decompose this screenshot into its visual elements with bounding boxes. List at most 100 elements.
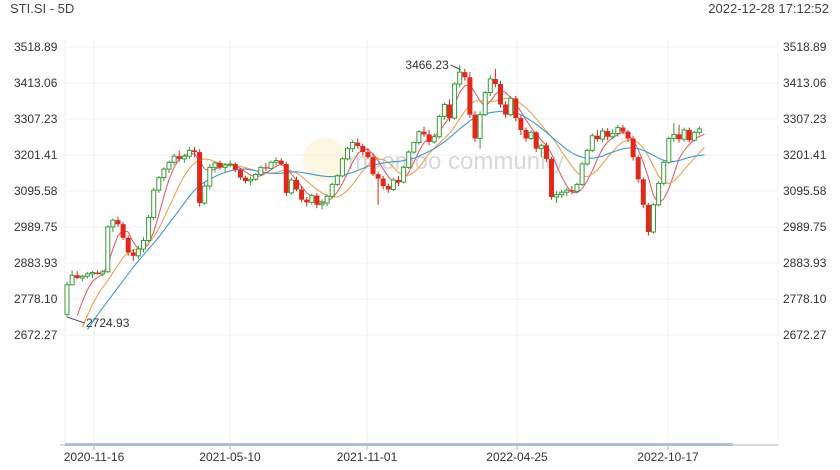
candle bbox=[671, 123, 677, 142]
candle-body bbox=[380, 178, 386, 187]
candle bbox=[339, 157, 345, 178]
candle-body bbox=[161, 168, 167, 179]
candle bbox=[125, 235, 131, 256]
candle bbox=[166, 160, 172, 174]
candle-body bbox=[421, 131, 427, 135]
candle-body bbox=[283, 163, 289, 193]
candle bbox=[95, 270, 101, 275]
candle bbox=[518, 115, 524, 136]
candle-body bbox=[141, 240, 146, 250]
candle bbox=[447, 99, 452, 122]
candle bbox=[640, 177, 646, 209]
candle bbox=[314, 192, 320, 209]
y-tick-label-left: 2883.93 bbox=[14, 256, 58, 270]
candle bbox=[594, 129, 600, 142]
candle-body bbox=[651, 204, 656, 233]
annotation-leader bbox=[66, 316, 86, 324]
candle bbox=[549, 157, 554, 200]
axes: 3518.89 3518.89 3413.06 3413.06 3307.23 3307.… bbox=[14, 40, 827, 464]
candle bbox=[324, 194, 330, 206]
candle-body bbox=[666, 137, 672, 163]
candle-body bbox=[538, 144, 544, 150]
candle-body bbox=[696, 128, 702, 133]
grid bbox=[64, 40, 779, 445]
candle bbox=[498, 80, 503, 108]
candle bbox=[248, 176, 254, 186]
y-tick-label-left: 3518.89 bbox=[14, 40, 58, 54]
candle bbox=[380, 175, 386, 190]
candle bbox=[217, 160, 223, 170]
candle-body bbox=[681, 129, 687, 140]
candle bbox=[625, 129, 631, 142]
candle bbox=[600, 128, 605, 143]
candle-body bbox=[314, 195, 320, 205]
candle-body bbox=[243, 177, 248, 181]
candle-body bbox=[339, 158, 345, 177]
candle-body bbox=[258, 166, 264, 176]
candle-body bbox=[186, 149, 192, 157]
candle-body bbox=[130, 252, 136, 256]
candle bbox=[232, 162, 238, 173]
candle bbox=[411, 141, 417, 154]
candle bbox=[171, 153, 177, 166]
candle-body bbox=[533, 132, 539, 149]
candle-body bbox=[441, 103, 447, 117]
candle-body bbox=[661, 161, 667, 184]
candle-body bbox=[370, 157, 376, 175]
candle bbox=[207, 163, 213, 190]
candle-body bbox=[589, 135, 595, 151]
ma-mid-line bbox=[81, 97, 705, 328]
candle bbox=[161, 167, 167, 181]
candle bbox=[554, 191, 560, 204]
candle-body bbox=[569, 190, 575, 192]
y-tick-label-right: 3201.41 bbox=[783, 148, 827, 162]
candle bbox=[253, 173, 259, 181]
candle-body bbox=[64, 284, 70, 315]
candle bbox=[181, 153, 187, 163]
candle-body bbox=[625, 131, 631, 139]
candle bbox=[385, 183, 391, 193]
candle bbox=[666, 136, 672, 164]
candle bbox=[135, 245, 141, 260]
candle bbox=[462, 68, 468, 81]
candle bbox=[421, 126, 427, 137]
candle-body bbox=[166, 161, 172, 170]
candle bbox=[74, 271, 80, 280]
candle bbox=[151, 187, 157, 221]
candle bbox=[533, 130, 539, 153]
y-tick-label-left: 2778.10 bbox=[14, 292, 58, 306]
candle-body bbox=[554, 194, 560, 198]
candle-body bbox=[457, 71, 463, 85]
candle bbox=[365, 147, 371, 159]
x-tick-label: 2020-11-16 bbox=[64, 450, 125, 464]
candle bbox=[406, 150, 412, 170]
candle bbox=[656, 180, 662, 207]
candlesticks bbox=[64, 64, 702, 318]
candle bbox=[263, 162, 269, 171]
candle bbox=[258, 165, 264, 176]
candle bbox=[426, 129, 432, 146]
candle-body bbox=[579, 163, 585, 185]
candle bbox=[538, 143, 544, 158]
candle-body bbox=[411, 142, 417, 153]
candle bbox=[309, 193, 315, 205]
candle bbox=[513, 95, 519, 122]
candle-body bbox=[120, 224, 126, 238]
candle bbox=[559, 189, 565, 199]
x-tick-label: 2021-11-01 bbox=[337, 450, 398, 464]
candle-body bbox=[79, 275, 85, 279]
candle bbox=[370, 153, 376, 176]
candle bbox=[482, 90, 488, 117]
y-tick-label-right: 3413.06 bbox=[783, 76, 827, 90]
candle-body bbox=[508, 97, 514, 116]
y-tick-label-right: 2883.93 bbox=[783, 256, 827, 270]
candle bbox=[579, 162, 585, 187]
candle bbox=[345, 146, 350, 161]
candle bbox=[681, 127, 687, 142]
candle bbox=[375, 171, 381, 205]
candle-body bbox=[549, 158, 554, 197]
y-tick-label-right: 3095.58 bbox=[783, 184, 827, 198]
candle bbox=[635, 155, 641, 183]
candle-body bbox=[207, 166, 213, 187]
candle bbox=[329, 182, 335, 199]
